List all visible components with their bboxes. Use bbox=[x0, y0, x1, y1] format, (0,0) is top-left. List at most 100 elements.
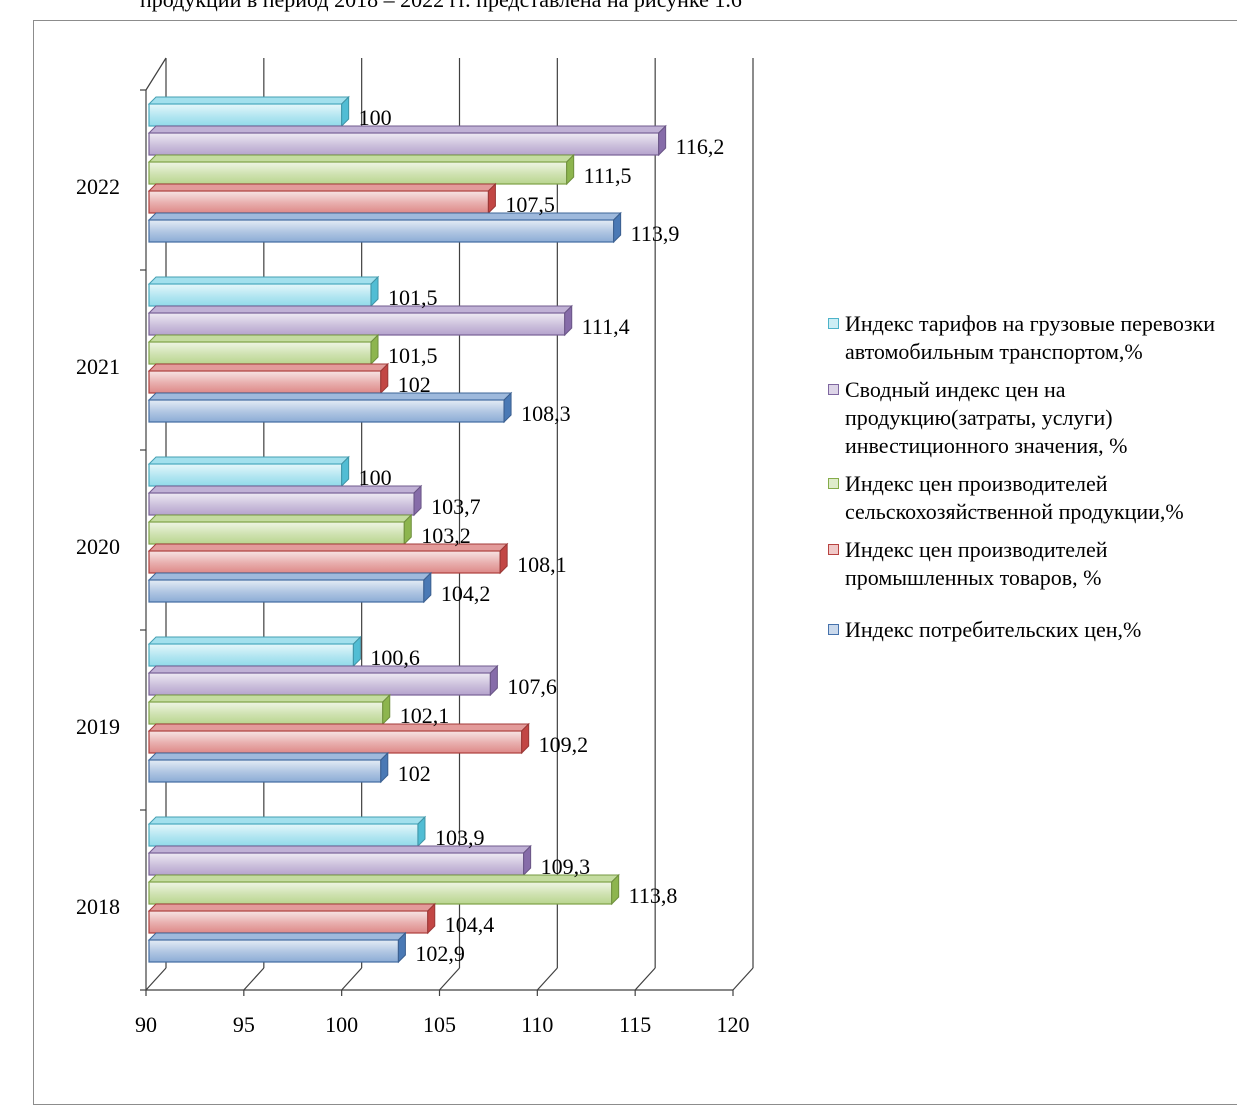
bar bbox=[147, 391, 513, 424]
bar bbox=[147, 751, 390, 784]
bar bbox=[147, 873, 620, 906]
bar bbox=[147, 153, 575, 186]
bar-top bbox=[147, 363, 390, 372]
bar-front bbox=[148, 939, 400, 963]
data-label: 102 bbox=[398, 761, 431, 786]
bar-top bbox=[147, 903, 436, 912]
bar-end bbox=[370, 275, 379, 308]
bars bbox=[147, 95, 667, 964]
data-label: 102,1 bbox=[400, 703, 450, 728]
data-label: 102 bbox=[398, 372, 431, 397]
bar-front bbox=[148, 103, 343, 127]
data-label: 104,2 bbox=[441, 581, 491, 606]
x-tick-label: 90 bbox=[135, 1012, 157, 1037]
x-tick-label: 100 bbox=[325, 1012, 358, 1037]
legend-item: Индекс тарифов на грузовые перевозки авт… bbox=[828, 310, 1228, 366]
bar-end bbox=[380, 362, 389, 395]
data-label: 103,2 bbox=[421, 523, 471, 548]
bar-top bbox=[147, 723, 530, 732]
bar-end bbox=[380, 751, 389, 784]
bar-front bbox=[148, 492, 415, 516]
bar-end bbox=[658, 124, 667, 157]
bar-top bbox=[147, 276, 380, 285]
bar-end bbox=[417, 815, 426, 848]
bar-top bbox=[147, 665, 499, 674]
category-label: 2018 bbox=[76, 894, 120, 919]
data-label: 100 bbox=[359, 465, 392, 490]
bar-top bbox=[147, 125, 667, 134]
legend-item: Сводный индекс цен на продукцию(затраты,… bbox=[828, 376, 1228, 460]
bar-end bbox=[566, 153, 575, 186]
floor-gridline bbox=[243, 967, 265, 991]
bar-top bbox=[147, 392, 513, 401]
bar bbox=[147, 722, 530, 755]
x-tick-label: 115 bbox=[619, 1012, 651, 1037]
wall-edge bbox=[145, 57, 167, 91]
data-label: 101,5 bbox=[388, 343, 438, 368]
bar-end bbox=[352, 635, 361, 668]
bar bbox=[147, 571, 433, 604]
bar-top bbox=[147, 514, 413, 523]
bar-front bbox=[148, 823, 419, 847]
data-label: 113,9 bbox=[631, 221, 680, 246]
legend-swatch bbox=[828, 384, 839, 395]
bar-top bbox=[147, 334, 380, 343]
bar-end bbox=[413, 484, 422, 517]
bar-front bbox=[148, 521, 405, 545]
bar-front bbox=[148, 463, 343, 487]
floor-gridline bbox=[439, 967, 460, 991]
data-label: 108,3 bbox=[521, 401, 571, 426]
legend-swatch bbox=[828, 318, 839, 329]
legend-swatch bbox=[828, 624, 839, 635]
x-tick-label: 110 bbox=[521, 1012, 553, 1037]
data-label: 101,5 bbox=[388, 285, 438, 310]
data-label: 108,1 bbox=[517, 552, 567, 577]
legend-label: Индекс тарифов на грузовые перевозки авт… bbox=[845, 311, 1216, 364]
category-label: 2021 bbox=[76, 354, 120, 379]
legend-item: Индекс цен производителей сельскохозяйст… bbox=[828, 470, 1228, 526]
floor-gridline bbox=[145, 967, 167, 991]
bar bbox=[147, 664, 499, 697]
bar bbox=[147, 513, 413, 546]
data-label: 109,2 bbox=[539, 732, 589, 757]
floor-gridline bbox=[536, 967, 558, 991]
bar-front bbox=[148, 550, 501, 574]
bar-end bbox=[611, 873, 620, 906]
legend-label: Индекс цен производителей промышленных т… bbox=[845, 537, 1108, 590]
data-label: 116,2 bbox=[676, 134, 725, 159]
bar-end bbox=[613, 211, 622, 244]
bar-front bbox=[148, 312, 566, 336]
bar-front bbox=[148, 881, 613, 905]
bar bbox=[147, 275, 380, 308]
data-label: 104,4 bbox=[445, 912, 495, 937]
bar-end bbox=[523, 844, 532, 877]
bar-top bbox=[147, 816, 427, 825]
bar-front bbox=[148, 190, 490, 214]
bar-end bbox=[487, 182, 496, 215]
bar-top bbox=[147, 456, 350, 465]
bar-end bbox=[427, 902, 436, 935]
legend-label: Индекс цен производителей сельскохозяйст… bbox=[845, 471, 1184, 524]
data-label: 102,9 bbox=[415, 941, 465, 966]
category-label: 2020 bbox=[76, 534, 120, 559]
bar-front bbox=[148, 672, 491, 696]
bar-top bbox=[147, 183, 497, 192]
bar-top bbox=[147, 305, 573, 314]
bar-end bbox=[489, 664, 498, 697]
bar bbox=[147, 333, 380, 366]
data-label: 103,9 bbox=[435, 825, 485, 850]
bar-end bbox=[397, 931, 406, 964]
bar-end bbox=[423, 571, 432, 604]
bar bbox=[147, 931, 407, 964]
bar-end bbox=[564, 304, 573, 337]
bar-front bbox=[148, 219, 615, 243]
bar-top bbox=[147, 572, 433, 581]
floor-gridline bbox=[634, 967, 656, 991]
data-label: 111,4 bbox=[582, 314, 630, 339]
floor-gridline bbox=[732, 967, 754, 991]
bar bbox=[147, 95, 350, 128]
bar bbox=[147, 844, 532, 877]
page-caption-text: продукции в период 2018 – 2022 гг. предс… bbox=[140, 0, 742, 13]
x-tick-label: 120 bbox=[717, 1012, 750, 1037]
